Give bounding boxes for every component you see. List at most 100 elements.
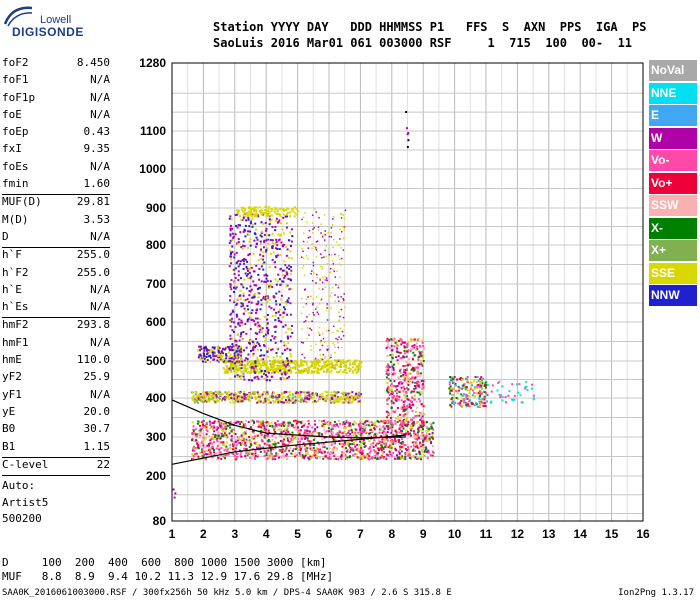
echo-dot bbox=[276, 244, 279, 247]
echo-dot bbox=[401, 430, 404, 433]
echo-dot bbox=[455, 396, 458, 399]
echo-dot bbox=[279, 215, 282, 218]
echo-dot bbox=[389, 426, 392, 429]
echo-dot bbox=[411, 376, 414, 379]
echo-dot bbox=[245, 357, 248, 360]
echo-dot bbox=[257, 371, 260, 374]
echo-dot bbox=[240, 321, 243, 324]
echo-dot bbox=[280, 424, 283, 427]
echo-dot bbox=[356, 443, 359, 446]
echo-dot bbox=[213, 421, 216, 424]
echo-dot bbox=[267, 399, 270, 402]
echo-dot bbox=[239, 374, 242, 377]
echo-dot bbox=[251, 207, 254, 210]
echo-dot bbox=[405, 361, 408, 364]
echo-dot bbox=[243, 245, 246, 248]
echo-dot bbox=[432, 421, 435, 424]
echo-dot bbox=[312, 366, 315, 369]
echo-dot bbox=[196, 442, 199, 445]
echo-dot bbox=[284, 365, 287, 368]
echo-dot bbox=[240, 371, 243, 374]
echo-dot bbox=[414, 457, 417, 460]
x-tick-label: 12 bbox=[511, 527, 525, 541]
echo-dot bbox=[250, 368, 253, 371]
echo-dot bbox=[288, 256, 291, 259]
echo-dot bbox=[343, 227, 346, 229]
echo-dot bbox=[319, 341, 322, 343]
echo-dot bbox=[413, 434, 416, 437]
echo-dot bbox=[389, 441, 392, 444]
echo-dot bbox=[244, 215, 247, 218]
echo-dot bbox=[209, 439, 212, 442]
echo-dot bbox=[274, 300, 277, 303]
echo-dot bbox=[249, 285, 252, 288]
echo-dot bbox=[238, 324, 241, 327]
echo-dot bbox=[370, 442, 373, 445]
echo-dot bbox=[385, 376, 388, 379]
echo-dot bbox=[299, 429, 302, 432]
echo-dot bbox=[244, 368, 247, 371]
echo-dot bbox=[456, 392, 459, 395]
echo-dot bbox=[417, 385, 420, 388]
echo-dot bbox=[229, 426, 232, 429]
echo-dot bbox=[257, 324, 260, 327]
echo-dot bbox=[407, 378, 410, 381]
echo-dot bbox=[266, 454, 269, 457]
echo-dot bbox=[360, 431, 363, 434]
echo-dot bbox=[375, 453, 378, 456]
echo-dot bbox=[343, 452, 346, 455]
echo-dot bbox=[315, 241, 318, 243]
echo-dot bbox=[358, 359, 361, 362]
echo-dot bbox=[340, 395, 343, 398]
echo-dot bbox=[274, 423, 277, 426]
echo-dot bbox=[282, 421, 285, 424]
echo-dot bbox=[395, 342, 398, 345]
param-value: 8.450 bbox=[76, 56, 110, 69]
echo-dot bbox=[251, 366, 254, 369]
echo-dot bbox=[393, 385, 396, 388]
param-name: h`E bbox=[2, 282, 22, 296]
echo-dot bbox=[198, 394, 201, 397]
echo-dot bbox=[474, 402, 477, 405]
echo-dot bbox=[254, 442, 257, 445]
echo-dot bbox=[273, 308, 276, 311]
echo-dot bbox=[481, 382, 484, 385]
echo-dot bbox=[249, 277, 252, 280]
echo-dot bbox=[306, 437, 309, 440]
echo-dot bbox=[290, 437, 293, 440]
echo-dot bbox=[273, 401, 276, 404]
echo-dot bbox=[234, 401, 237, 404]
echo-dot bbox=[304, 453, 307, 456]
echo-dot bbox=[242, 230, 245, 233]
echo-dot bbox=[412, 448, 415, 451]
echo-dot bbox=[224, 391, 227, 394]
echo-dot bbox=[403, 356, 406, 359]
echo-dot bbox=[233, 273, 236, 276]
echo-dot bbox=[327, 369, 330, 372]
echo-dot bbox=[229, 348, 232, 351]
echo-dot bbox=[229, 233, 232, 236]
echo-dot bbox=[324, 400, 327, 403]
echo-dot bbox=[214, 400, 217, 403]
echo-dot bbox=[457, 402, 460, 405]
echo-dot bbox=[301, 218, 303, 221]
echo-dot bbox=[331, 434, 334, 437]
echo-dot bbox=[365, 456, 368, 459]
echo-dot bbox=[232, 366, 235, 369]
echo-dot bbox=[195, 391, 198, 394]
echo-dot bbox=[256, 317, 259, 320]
echo-dot bbox=[241, 338, 244, 341]
echo-dot bbox=[229, 255, 232, 258]
echo-dot bbox=[229, 363, 232, 366]
param-value: 1.60 bbox=[83, 177, 111, 191]
echo-dot bbox=[237, 395, 240, 398]
echo-dot bbox=[372, 455, 375, 458]
echo-dot bbox=[294, 364, 297, 367]
echo-dot bbox=[272, 455, 275, 458]
echo-dot bbox=[421, 392, 424, 395]
echo-dot bbox=[280, 207, 283, 210]
echo-dot bbox=[269, 280, 272, 283]
echo-dot bbox=[237, 398, 240, 401]
echo-dot bbox=[257, 302, 260, 305]
echo-dot bbox=[409, 434, 412, 437]
